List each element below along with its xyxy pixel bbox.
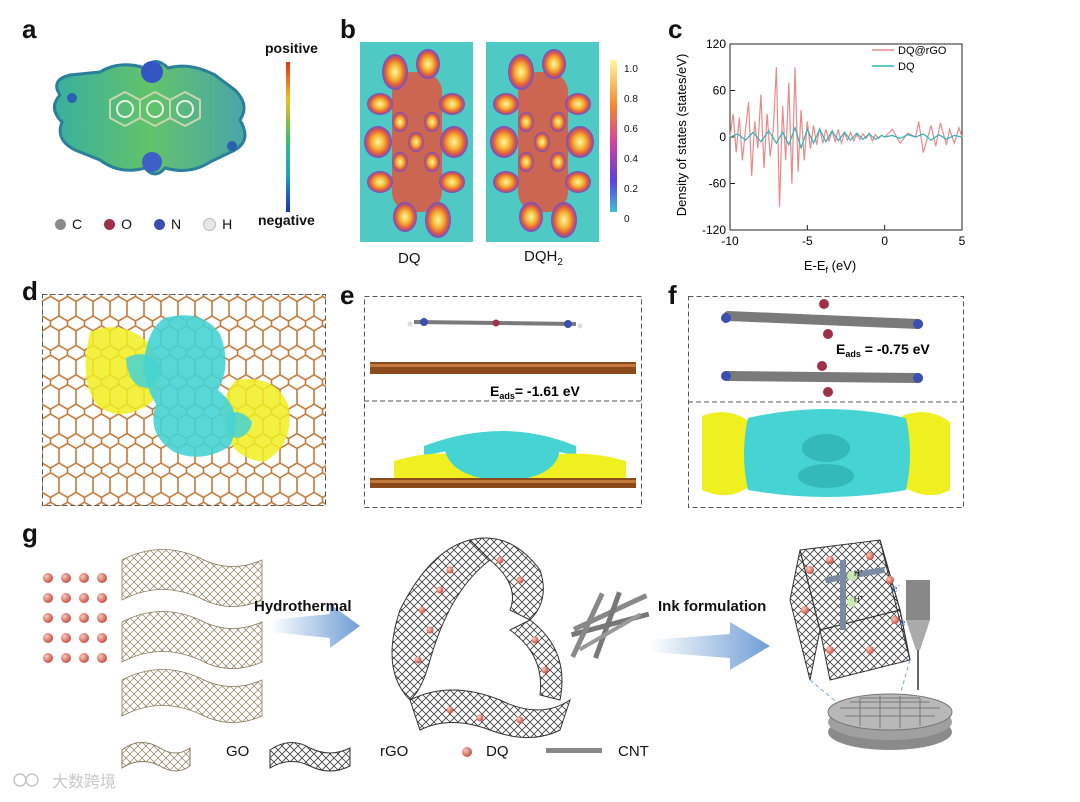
oxygen-atom-icon — [104, 218, 116, 230]
dq-molecule-bottom — [721, 361, 923, 397]
colorbar-negative-label: negative — [258, 212, 315, 228]
dos-y-tick-label: 0 — [719, 130, 726, 144]
print-nozzle-icon — [906, 580, 930, 690]
rgo-legend-icon — [269, 742, 351, 772]
dos-x-tick-label: -10 — [721, 234, 739, 248]
dq-particles-grid — [43, 573, 107, 663]
dos-legend: DQ@rGO DQ — [872, 45, 947, 73]
dos-y-tick-label: 120 — [706, 37, 726, 51]
dq-molecule-top — [721, 299, 923, 339]
atom-legend: C O N H — [55, 216, 232, 232]
go-sheets — [121, 549, 263, 723]
dq-legend-icon — [462, 747, 472, 757]
ink-formulation-label: Ink formulation — [658, 598, 767, 615]
rgo-legend-label: rGO — [380, 743, 409, 760]
panel-label-a: a — [22, 14, 37, 44]
nitrogen-atom-icon — [154, 218, 166, 230]
dos-series-dq-rgo — [729, 67, 963, 207]
cnt-bundle — [570, 591, 650, 659]
hydrogen-atom-icon — [203, 217, 217, 231]
proton-label-2: H+ — [854, 595, 864, 604]
panel-label-c: c — [668, 14, 683, 44]
hydrothermal-arrow — [270, 604, 360, 648]
esp-colorbar — [286, 62, 290, 212]
panel-label-g: g — [22, 518, 38, 548]
elf-colorbar — [610, 60, 617, 212]
dos-chart: -10 -5 0 5 120 60 0 -60 -120 Density of states (… — [674, 37, 966, 275]
panel-label-e: e — [340, 280, 355, 310]
dq-label: DQ — [398, 250, 421, 267]
dq-molecule-side-view — [407, 318, 583, 329]
e-ads-value-panel-f: Eads = -0.75 eV — [836, 341, 930, 359]
adsorption-dq-rgo: Eads= -1.61 eV — [364, 296, 642, 508]
elf-maps — [360, 42, 599, 242]
legend-nitrogen: N — [154, 216, 181, 232]
schematic-legend — [121, 742, 602, 772]
dos-y-tick-label: -120 — [702, 223, 726, 237]
watermark: 大数跨境 — [12, 768, 116, 792]
charge-density-top-view — [42, 294, 326, 506]
dos-x-tick-label: 5 — [959, 234, 966, 248]
dos-x-tick-label: 0 — [881, 234, 888, 248]
rgo-dq-composite — [391, 537, 571, 738]
dos-y-axis-label: Density of states (states/eV) — [674, 54, 689, 217]
electron-label-1: e- — [892, 583, 901, 595]
legend-label-dq-rgo: DQ@rGO — [898, 45, 947, 57]
panel-label-d: d — [22, 276, 38, 306]
legend-oxygen: O — [104, 216, 132, 232]
hydrothermal-label: Hydrothermal — [254, 598, 352, 615]
colorbar-positive-label: positive — [265, 40, 318, 56]
dq-legend-label: DQ — [486, 743, 509, 760]
dq-dimer-adsorption: Eads = -0.75 eV — [688, 296, 964, 508]
dos-y-tick-label: 60 — [713, 84, 727, 98]
electrostatic-potential-map — [53, 60, 247, 176]
legend-carbon: C — [55, 216, 82, 232]
watermark-logo-icon — [13, 773, 39, 787]
cnt-legend-icon — [546, 748, 602, 753]
e-ads-value-panel-e: Eads= -1.61 eV — [490, 383, 581, 401]
legend-hydrogen: H — [203, 216, 232, 232]
dqh2-label: DQH2 — [524, 248, 563, 268]
dos-series-dq — [729, 125, 963, 150]
dos-y-tick-label: -60 — [709, 177, 727, 191]
fabrication-schematic: H+ H+ e- e- — [43, 537, 953, 772]
printed-lattice-disc — [827, 693, 953, 750]
dos-x-tick-label: -5 — [802, 234, 813, 248]
go-legend-label: GO — [226, 743, 250, 760]
legend-label-dq: DQ — [898, 61, 915, 73]
go-legend-icon — [121, 742, 191, 772]
cnt-legend-label: CNT — [618, 743, 649, 760]
ink-formulation-arrow — [650, 622, 770, 670]
elf-colorbar-ticks: 1.0 0.8 0.6 0.4 0.2 0 — [624, 64, 638, 225]
3d-printed-electrode: H+ H+ e- e- — [789, 539, 911, 731]
panel-label-f: f — [668, 280, 677, 310]
proton-label-1: H+ — [854, 569, 864, 578]
carbon-atom-icon — [55, 218, 66, 230]
dos-x-axis-label: E-Ef (eV) — [804, 258, 856, 275]
panel-label-b: b — [340, 14, 356, 44]
